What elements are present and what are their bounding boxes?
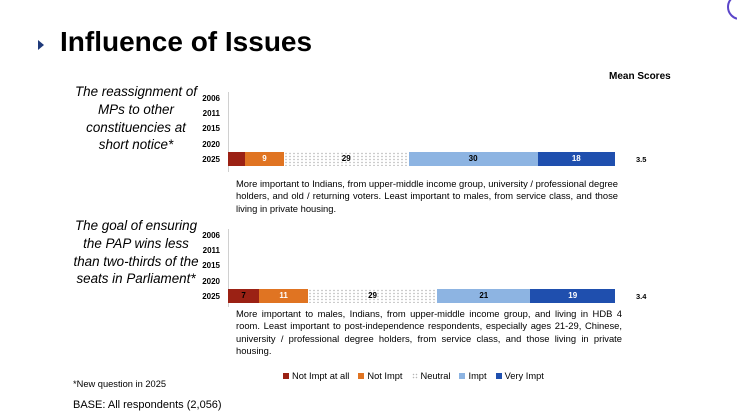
- chart-1-bar-very-impt-2025: 18: [537, 151, 615, 166]
- chart-1-year-label-2006: 2006: [202, 94, 220, 103]
- chart-2-issue-label: The goal of ensuring the PAP wins less t…: [73, 218, 199, 287]
- title-bullet-icon: [38, 40, 44, 50]
- legend-label-not-impt-at-all: Not Impt at all: [292, 371, 350, 381]
- legend-item-impt: Impt: [459, 371, 487, 381]
- legend-item-neutral: Neutral: [411, 371, 451, 381]
- chart-2-year-label-2006: 2006: [202, 231, 220, 240]
- chart-1-bar-impt-2025: 30: [408, 151, 538, 166]
- slide-title: Influence of Issues: [60, 26, 313, 57]
- chart-2-year-label-2020: 2020: [202, 276, 220, 286]
- chart-1-mean-score-2025: 3.5: [636, 154, 647, 164]
- corner-decoration: [727, 0, 737, 20]
- chart-1-year-label-2015: 2015: [202, 124, 220, 134]
- chart-2-year-label-2015: 2015: [202, 261, 220, 271]
- base-note: BASE: All respondents (2,056): [73, 399, 222, 411]
- chart-1-year-label-2011: 2011: [202, 109, 220, 119]
- footnote: *New question in 2025: [73, 379, 167, 389]
- chart-2-bar-neutral-2025: 29: [308, 288, 438, 303]
- chart-2-year-label-2011: 2011: [202, 246, 220, 256]
- legend-item-very-impt: Very Impt: [495, 371, 544, 381]
- chart-2-bar-not-impt-at-all-2025: 7: [228, 288, 260, 303]
- legend-label-not-impt: Not Impt: [367, 371, 403, 381]
- chart-1-issue-label: The reassignment of MPs to other constit…: [74, 84, 198, 153]
- legend-label-very-impt: Very Impt: [504, 371, 544, 381]
- chart-1-year-label-2025: 2025: [202, 154, 220, 164]
- chart-1-bar-neutral-2025: 29: [283, 151, 409, 166]
- chart-1-bar-not-impt-2025: 9: [245, 151, 284, 166]
- chart-2-axis-line: [228, 229, 229, 307]
- chart-2-note: More important to males, Indians, from u…: [236, 308, 622, 357]
- legend-swatch-not-impt: [358, 373, 365, 379]
- chart-1-bar-not-impt-at-all-2025: [228, 151, 246, 166]
- legend-item-not-impt-at-all: Not Impt at all: [283, 371, 349, 381]
- legend-swatch-impt: [459, 373, 466, 379]
- chart-2-year-label-2025: 2025: [202, 291, 220, 301]
- mean-scores-header: Mean Scores: [609, 71, 671, 82]
- chart-2-mean-score-2025: 3.4: [636, 291, 647, 301]
- legend-item-not-impt: Not Impt: [358, 371, 403, 381]
- legend-swatch-not-impt-at-all: [283, 373, 289, 379]
- chart-2-bar-impt-2025: 21: [437, 288, 531, 303]
- chart-1-axis-line: [228, 92, 229, 172]
- legend-swatch-very-impt: [495, 373, 502, 379]
- chart-1-note: More important to Indians, from upper-mi…: [236, 178, 618, 214]
- chart-2-bar-very-impt-2025: 19: [530, 288, 615, 303]
- legend-swatch-neutral: [411, 373, 418, 379]
- legend-label-impt: Impt: [468, 371, 487, 381]
- legend-label-neutral: Neutral: [420, 371, 451, 381]
- chart-1-year-label-2020: 2020: [202, 139, 220, 149]
- chart-2-bar-not-impt-2025: 11: [259, 288, 309, 303]
- legend: Not Impt at all Not Impt Neutral Impt Very I…: [283, 371, 544, 381]
